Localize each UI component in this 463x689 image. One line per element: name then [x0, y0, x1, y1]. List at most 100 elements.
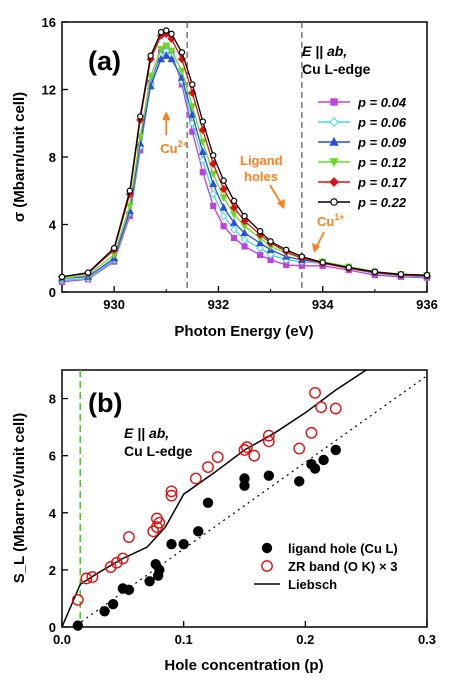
panel-a-annotation-arrowhead [312, 243, 320, 253]
panel-a-data-point [162, 42, 171, 51]
panel-b-zr-point [165, 489, 178, 502]
panel-b-zr-point [202, 461, 214, 473]
panel-a-data-point [209, 159, 218, 168]
panel-a-data-point [240, 217, 249, 226]
panel-a-series [57, 27, 432, 285]
panel-a-data-point [230, 234, 238, 242]
panel-a-legend-marker [329, 136, 339, 146]
panel-a-data-point [157, 45, 166, 54]
panel-a-x-tick-label: 932 [208, 297, 230, 312]
panel-a-annotation-cu1plus: Cu1+ [317, 212, 345, 229]
panel-b-points [71, 386, 342, 631]
panel-a-legend-marker [329, 177, 339, 187]
panel-b-zr-point [238, 444, 251, 456]
panel-a-annotation-cu2plus: Cu2+ [160, 139, 188, 156]
panel-b-legend-marker [261, 542, 273, 554]
panel-a-data-point [167, 47, 176, 56]
panel-a-legend-label: p = 0.22 [357, 195, 407, 210]
panel-a-legend-marker [330, 198, 338, 206]
panel-a-y-tick-label: 0 [49, 285, 56, 300]
panel-b-ligand-point [330, 444, 341, 456]
panel-a-data-point [177, 67, 186, 76]
panel-a-data-point [137, 113, 144, 120]
panel-a-data-point [319, 259, 326, 266]
panel-a-data-point [241, 243, 248, 250]
panel-b-zr-point [165, 485, 178, 498]
panel-a-legend-marker [329, 117, 339, 127]
panel-b-condition-1: E || ab, [124, 425, 169, 441]
panel-a-data-point [209, 179, 218, 188]
panel-b-x-tick-label: 0.2 [296, 632, 314, 647]
panel-b-lines [62, 370, 427, 627]
panel-a-annotation-arrowhead [277, 199, 285, 209]
panel-b-x-axis-title: Hole concentration (p) [164, 657, 323, 674]
panel-a-data-point [199, 118, 206, 125]
panel-a-data-point [283, 246, 290, 254]
panel-b-zr-point [211, 451, 224, 463]
panel-a-data-point [168, 30, 175, 38]
panel-a-data-point [219, 203, 228, 211]
panel-a-data-point [256, 244, 265, 253]
panel-a-data-point [110, 244, 118, 252]
panel-a-data-point [136, 133, 145, 142]
panel-a-data-point [146, 72, 155, 81]
panel-a-annotation-ligand: Ligand [240, 153, 283, 168]
panel-b-y-tick-label: 6 [49, 449, 56, 464]
panel-b-legend-label: ligand hole (Cu L) [288, 541, 398, 556]
panel-a-data-point [188, 103, 197, 111]
panel-a-legend-marker [329, 158, 339, 168]
panel-a-data-point [167, 54, 176, 63]
panel-a-data-point [371, 268, 379, 275]
panel-b-ligand-point [123, 584, 135, 596]
panel-a-x-axis-title: Photon Energy (eV) [174, 323, 313, 340]
panel-b-zr-point [248, 449, 261, 462]
panel-a-data-point [198, 147, 207, 156]
panel-a-data-point [219, 184, 228, 194]
panel-a-annotation-superscript: 2+ [178, 139, 188, 149]
panel-a-data-point [230, 218, 239, 226]
panel-b-ligand-point [144, 576, 155, 587]
panel-b-zr-point [104, 561, 117, 573]
panel-b-ligand-point [166, 538, 177, 550]
panel-b-ligand-point [154, 564, 165, 576]
panel-b-zr-point [189, 472, 202, 485]
panel-b-y-tick-label: 8 [49, 392, 56, 407]
panel-b-zr-point [329, 402, 342, 415]
panel-b-y-tick-label: 2 [49, 563, 56, 578]
panel-b-ligand-point [309, 463, 321, 474]
panel-a-data-point [230, 197, 238, 205]
panel-b-zr-point [262, 429, 275, 442]
panel-b-zr-point [241, 441, 253, 453]
panel-a-data-point [219, 194, 228, 202]
panel-a-data-point [178, 49, 186, 56]
panel-a-data-point [267, 238, 274, 245]
panel-b-legend-marker [261, 560, 273, 572]
panel-a-data-point [126, 187, 133, 194]
panel-b-ligand-point [72, 620, 84, 631]
panel-a-condition-1: E || ab, [302, 43, 347, 59]
panel-a-data-point [210, 152, 217, 159]
panel-b-ligand-point [193, 526, 204, 537]
panel-b-liebsch-line [62, 370, 367, 627]
panel-b-zr-point [153, 516, 166, 529]
panel-b-y-tick-label: 0 [49, 620, 56, 635]
panel-b-ligand-point [99, 606, 110, 617]
panel-a-data-point [198, 138, 207, 147]
panel-a-legend-label: p = 0.12 [357, 155, 407, 170]
panel-b-ligand-point [202, 497, 214, 508]
panel-a-legend: p = 0.04 p = 0.06 p = 0.09 p = 0.12 p = 0.17… [318, 95, 407, 210]
panel-b-zr-point [86, 571, 99, 583]
panel-b-zr-point [110, 556, 123, 569]
panel-b-zr-point [71, 593, 84, 606]
panel-b-zr-point [305, 426, 318, 439]
panel-a-data-point [199, 169, 206, 176]
panel-b-ligand-point [107, 598, 119, 610]
panel-a-data-point [125, 202, 134, 211]
panel-b-ligand-point [318, 454, 329, 466]
panel-b-dotted-line [72, 375, 427, 627]
panel-b-condition-2: Cu L-edge [124, 443, 193, 459]
panel-a-data-point [230, 211, 239, 219]
panel-a-legend-marker [330, 98, 338, 106]
panel-a-legend-label: p = 0.09 [357, 135, 407, 150]
